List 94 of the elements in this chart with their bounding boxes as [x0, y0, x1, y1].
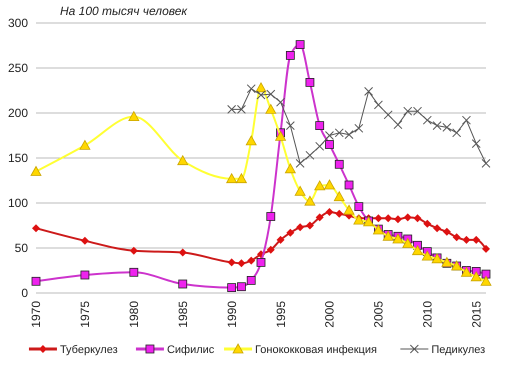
point — [325, 140, 334, 149]
point — [266, 90, 276, 99]
point — [374, 100, 383, 110]
point — [236, 104, 246, 114]
x-tick-label: 2010 — [420, 300, 435, 328]
y-tick-label: 250 — [8, 61, 28, 76]
point — [316, 213, 324, 222]
point — [472, 139, 481, 148]
point — [256, 90, 266, 100]
point — [452, 233, 461, 242]
point — [413, 106, 422, 116]
point — [246, 84, 256, 94]
point — [276, 98, 286, 107]
legend-label: Гонококковая инфекция — [255, 344, 377, 356]
point — [247, 256, 256, 265]
point — [228, 258, 236, 266]
point — [384, 110, 393, 120]
point — [403, 106, 412, 116]
point — [462, 116, 471, 125]
y-tick-label: 100 — [8, 196, 28, 210]
point — [462, 236, 470, 244]
point — [315, 121, 324, 130]
x-tick-label: 1975 — [78, 300, 92, 328]
point — [442, 122, 452, 132]
point — [482, 158, 490, 168]
y-tick-label: 50 — [14, 241, 28, 256]
point — [296, 40, 305, 49]
point — [80, 236, 89, 245]
point — [335, 210, 344, 218]
y-tick-label: 200 — [8, 106, 28, 120]
point — [432, 121, 442, 130]
point — [423, 220, 432, 228]
point — [129, 268, 138, 277]
point — [344, 180, 354, 190]
point — [256, 258, 266, 267]
point — [442, 228, 451, 236]
point — [324, 131, 334, 140]
point — [296, 158, 305, 168]
y-tick-label: 150 — [8, 151, 28, 166]
point — [286, 51, 295, 60]
point — [178, 248, 187, 256]
y-tick-label: 0 — [21, 286, 28, 300]
x-tick-label: 1970 — [29, 300, 44, 328]
point — [306, 78, 314, 87]
point — [315, 142, 324, 151]
point — [364, 86, 374, 96]
point — [452, 128, 462, 138]
point — [472, 236, 480, 244]
point — [422, 116, 432, 125]
point — [393, 120, 402, 130]
point — [286, 121, 295, 130]
legend-label: Сифилис — [166, 344, 215, 356]
point — [482, 244, 490, 253]
x-tick-label: 1980 — [127, 300, 142, 328]
point — [80, 270, 90, 280]
point — [276, 236, 285, 244]
point — [334, 128, 344, 138]
point — [286, 228, 294, 237]
x-tick-label: 2005 — [372, 300, 386, 328]
x-tick-label: 1990 — [224, 300, 239, 328]
y-tick-label: 300 — [8, 16, 28, 30]
point — [404, 213, 412, 222]
point — [227, 283, 236, 292]
point — [246, 276, 256, 285]
point — [384, 214, 392, 222]
x-tick-label: 2015 — [469, 300, 484, 328]
point — [414, 214, 422, 222]
point — [237, 282, 246, 292]
point — [227, 104, 236, 114]
point — [266, 212, 276, 221]
point — [354, 124, 364, 133]
legend-label: Педикулез — [431, 344, 486, 356]
x-tick-label: 1995 — [274, 300, 288, 328]
point — [266, 246, 275, 254]
point — [433, 224, 442, 232]
point — [344, 130, 354, 140]
legend-label: Туберкулез — [60, 344, 118, 356]
point — [178, 280, 188, 288]
point — [237, 259, 246, 268]
point — [32, 224, 40, 232]
point — [334, 160, 344, 169]
y-axis-title: На 100 тысяч человек — [60, 4, 188, 18]
x-tick-label: 2000 — [322, 300, 337, 328]
x-tick-label: 1985 — [176, 300, 190, 328]
point — [394, 215, 402, 224]
point — [325, 208, 334, 216]
point — [354, 202, 364, 211]
point — [32, 276, 40, 286]
point — [130, 246, 138, 255]
point — [306, 222, 314, 230]
point — [482, 270, 490, 278]
point — [305, 150, 314, 160]
point — [296, 223, 304, 232]
point — [374, 214, 382, 222]
